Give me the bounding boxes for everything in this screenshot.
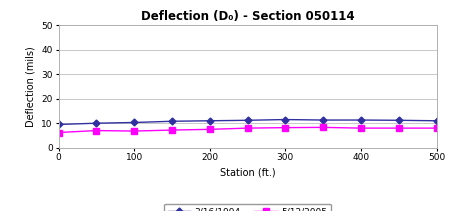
3/16/1994 xyxy=(358,119,364,121)
3/16/1994 xyxy=(245,119,250,122)
5/12/2005 xyxy=(131,130,137,132)
3/16/1994 xyxy=(396,119,401,122)
5/12/2005 xyxy=(207,128,212,131)
Title: Deflection (D₀) - Section 050114: Deflection (D₀) - Section 050114 xyxy=(141,10,354,23)
5/12/2005 xyxy=(358,127,364,129)
5/12/2005 xyxy=(245,127,250,129)
3/16/1994 xyxy=(56,123,61,126)
3/16/1994 xyxy=(169,120,175,123)
3/16/1994 xyxy=(434,119,439,122)
5/12/2005 xyxy=(56,131,61,134)
3/16/1994 xyxy=(283,118,288,121)
5/12/2005 xyxy=(94,129,99,132)
3/16/1994 xyxy=(207,119,212,122)
5/12/2005 xyxy=(283,126,288,129)
Y-axis label: Deflection (mils): Deflection (mils) xyxy=(26,46,36,127)
Line: 5/12/2005: 5/12/2005 xyxy=(56,125,439,135)
5/12/2005 xyxy=(169,129,175,131)
5/12/2005 xyxy=(434,127,439,129)
Legend: 3/16/1994, 5/12/2005: 3/16/1994, 5/12/2005 xyxy=(164,204,331,211)
5/12/2005 xyxy=(320,126,326,129)
3/16/1994 xyxy=(320,119,326,121)
5/12/2005 xyxy=(396,127,401,129)
3/16/1994 xyxy=(131,121,137,124)
X-axis label: Station (ft.): Station (ft.) xyxy=(220,168,275,178)
Line: 3/16/1994: 3/16/1994 xyxy=(56,117,439,127)
3/16/1994 xyxy=(94,122,99,124)
